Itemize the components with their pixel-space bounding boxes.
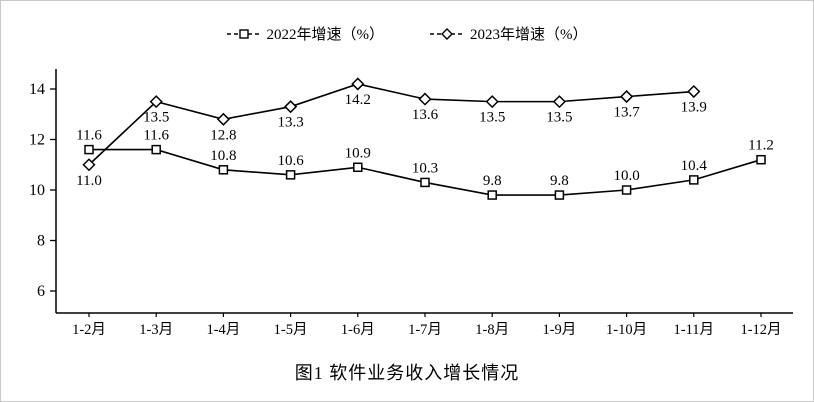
data-label: 13.5 (546, 110, 572, 126)
x-tick-label: 1-4月 (206, 322, 240, 338)
square-marker (84, 144, 94, 155)
diamond-marker (351, 77, 365, 91)
square-marker (554, 190, 565, 200)
square-marker (487, 190, 497, 200)
data-label: 12.8 (210, 127, 236, 143)
diamond-marker (620, 90, 634, 104)
diamond-marker (149, 95, 163, 109)
y-tick-label: 12 (29, 132, 45, 149)
software-revenue-growth-line-chart: 6 8 10 12 14 1-2月 1-3月 1-4月 1-5月 1-6月 1-7月 1-8月 1-9月… (29, 69, 793, 338)
diamond-marker-icon (430, 27, 464, 41)
x-tick-label: 1-8月 (475, 322, 509, 338)
x-tick-label: 1-11月 (674, 322, 715, 338)
legend-item-2023: 2023年增速（%） (430, 23, 588, 44)
diamond-marker (82, 158, 96, 172)
x-tick-label: 1-7月 (408, 322, 442, 338)
y-tick-label: 10 (29, 182, 45, 199)
x-tick-label: 1-6月 (341, 322, 375, 338)
diamond-marker (485, 95, 499, 109)
square-marker-icon (226, 27, 261, 41)
square-marker (151, 144, 161, 155)
square-marker (218, 165, 229, 175)
y-tick-label: 6 (37, 283, 45, 300)
data-label: 10.8 (210, 148, 236, 164)
data-label: 11.2 (748, 138, 774, 154)
legend-item-2022: 2022年增速（%） (226, 23, 385, 44)
data-label: 13.5 (143, 110, 169, 126)
x-tick-label: 1-12月 (740, 322, 781, 338)
legend-label-2023: 2023年增速（%） (470, 27, 588, 43)
x-tick-label: 1-10月 (606, 322, 647, 338)
chart-legend: 2022年增速（%） 2023年增速（%） (1, 23, 813, 44)
data-label: 13.9 (681, 100, 707, 116)
data-label: 13.5 (479, 110, 505, 126)
data-label: 10.9 (345, 145, 371, 161)
data-label: 9.8 (550, 173, 569, 189)
data-label: 13.6 (412, 107, 439, 123)
square-marker (420, 177, 430, 188)
square-marker (353, 162, 363, 173)
square-marker (689, 175, 699, 185)
x-tick-label: 1-3月 (139, 322, 173, 338)
data-label: 9.8 (483, 173, 502, 189)
data-label: 11.6 (143, 128, 169, 144)
data-label: 10.0 (613, 168, 639, 184)
data-label: 13.3 (277, 115, 303, 131)
diamond-marker (552, 95, 566, 109)
square-marker (621, 185, 632, 195)
y-tick-label: 8 (37, 233, 45, 250)
series-line-2023 (88, 83, 694, 166)
data-label: 14.2 (345, 92, 371, 108)
y-tick-label: 14 (29, 81, 45, 98)
chart-caption: 图1 软件业务收入增长情况 (294, 363, 520, 383)
data-label: 10.6 (277, 153, 304, 169)
square-marker (285, 170, 296, 180)
diamond-marker (284, 100, 298, 114)
legend-label-2022: 2022年增速（%） (266, 27, 385, 43)
diamond-marker (418, 92, 432, 106)
x-tick-label: 1-2月 (72, 322, 106, 338)
diamond-marker (216, 112, 230, 126)
data-label: 10.4 (681, 158, 708, 174)
data-label: 11.6 (76, 128, 102, 144)
data-label: 11.0 (76, 173, 102, 189)
x-tick-label: 1-9月 (542, 322, 576, 338)
square-marker (756, 154, 766, 165)
diamond-marker (687, 84, 701, 99)
data-label: 10.3 (412, 160, 438, 176)
data-label: 13.7 (613, 105, 640, 121)
x-tick-label: 1-5月 (274, 322, 308, 338)
